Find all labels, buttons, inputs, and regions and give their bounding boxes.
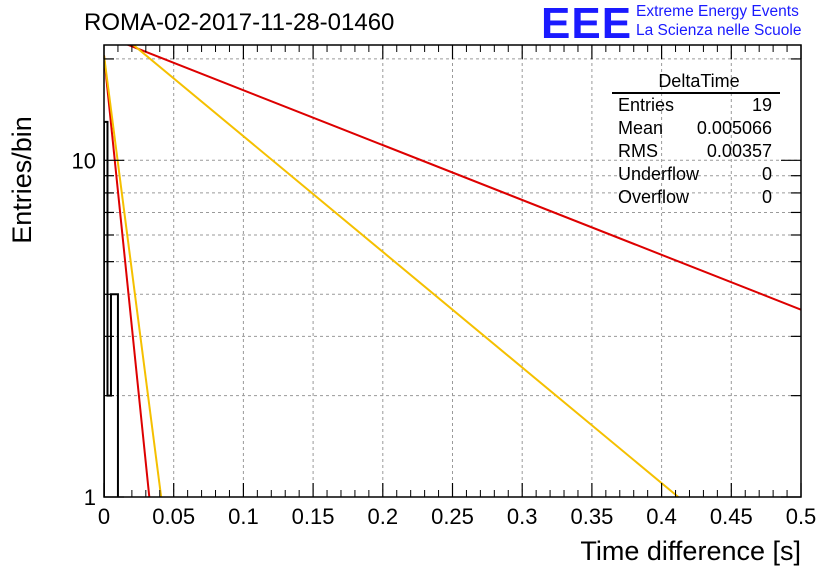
axis-ticks (103, 45, 802, 498)
x-tick-label: 0.35 (570, 504, 613, 529)
chart-title: ROMA-02-2017-11-28-01460 (84, 9, 395, 36)
stats-value: 0 (761, 164, 772, 184)
fit-line (131, 45, 679, 497)
x-axis-label: Time difference [s] (580, 536, 801, 566)
stats-row-rms: RMS 0.00357 (612, 140, 780, 163)
stats-value: 19 (751, 95, 772, 115)
stats-box: DeltaTime Entries 19 Mean 0.005066 RMS 0… (612, 70, 780, 209)
stats-row-overflow: Overflow 0 (612, 186, 780, 209)
stats-row-mean: Mean 0.005066 (612, 117, 780, 140)
x-tick-label: 0.2 (368, 504, 399, 529)
x-tick-label: 0.45 (710, 504, 753, 529)
x-tick-label: 0.1 (228, 504, 259, 529)
x-tick-label: 0.05 (152, 504, 195, 529)
stats-label: Mean (618, 118, 664, 138)
fit-line (104, 55, 163, 497)
stats-value: 0.00357 (706, 141, 772, 161)
x-tick-label: 0.5 (786, 504, 817, 529)
stats-row-entries: Entries 19 (612, 94, 780, 117)
x-tick-label: 0.4 (646, 504, 677, 529)
logo-line-2: La Scienza nelle Scuole (636, 22, 802, 39)
y-tick-label: 1 (84, 485, 96, 510)
stats-label: Entries (618, 95, 675, 115)
grid (104, 45, 801, 497)
stats-title: DeltaTime (612, 70, 780, 94)
stats-label: RMS (618, 141, 658, 161)
stats-value: 0.005066 (696, 118, 772, 138)
fit-line (125, 45, 801, 311)
stats-value: 0 (761, 187, 772, 207)
stats-label: Overflow (618, 187, 690, 207)
y-axis-label: Entries/bin (7, 116, 37, 244)
x-tick-label: 0.3 (507, 504, 538, 529)
y-tick-label: 10 (72, 148, 96, 173)
stats-row-underflow: Underflow 0 (612, 163, 780, 186)
histogram (104, 120, 119, 497)
x-tick-label: 0 (98, 504, 110, 529)
fit-line (104, 55, 151, 497)
stats-label: Underflow (618, 164, 700, 184)
logo-line-1: Extreme Energy Events (636, 3, 799, 20)
x-tick-label: 0.25 (431, 504, 474, 529)
x-tick-label: 0.15 (292, 504, 335, 529)
tick-labels: 0 0.05 0.1 0.15 0.2 0.25 0.3 0.35 0.4 0.45 0.5 1 10 (72, 148, 817, 529)
eee-logo: EEE (541, 0, 633, 48)
